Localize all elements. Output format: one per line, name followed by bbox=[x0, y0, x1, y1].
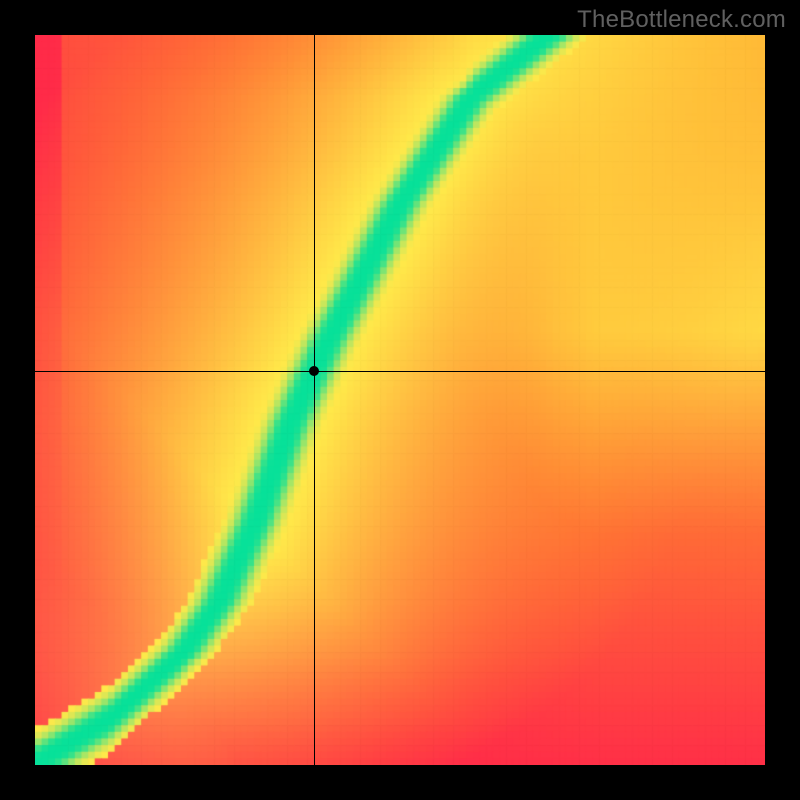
watermark-text: TheBottleneck.com bbox=[577, 6, 786, 34]
data-point-marker bbox=[309, 366, 319, 376]
crosshair-vertical bbox=[314, 35, 315, 765]
heatmap-canvas bbox=[35, 35, 765, 765]
chart-container: { "watermark": { "text": "TheBottleneck.… bbox=[0, 0, 800, 800]
crosshair-horizontal bbox=[35, 371, 765, 372]
heatmap-plot bbox=[35, 35, 765, 765]
